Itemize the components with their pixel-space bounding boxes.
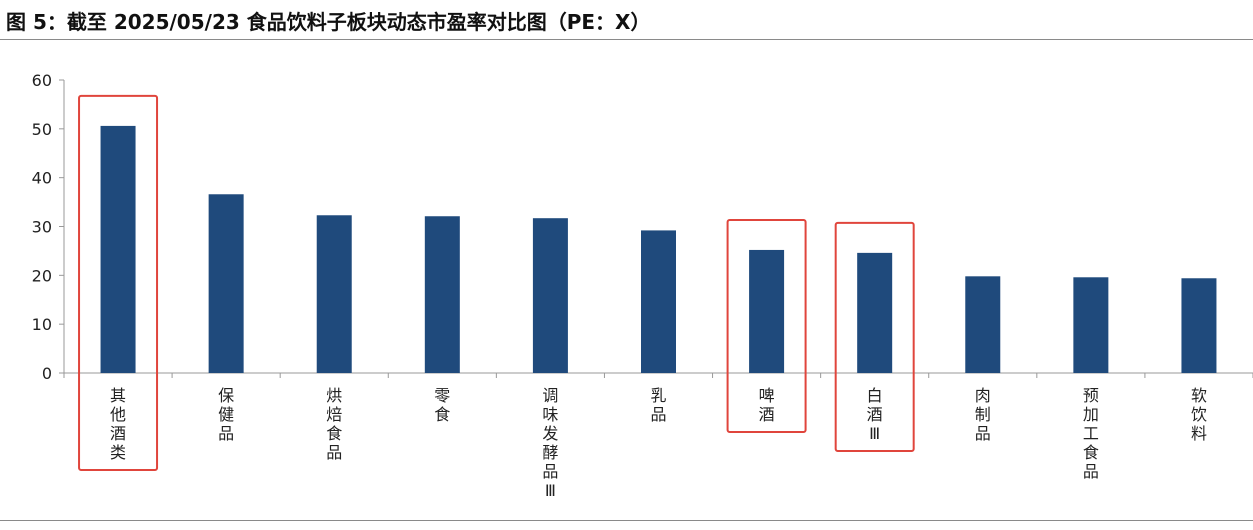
category-label: 烘焙食品 [326, 386, 342, 462]
bar [316, 215, 352, 373]
category-label: 软饮料 [1191, 386, 1207, 443]
bar [749, 249, 785, 373]
bar [1181, 278, 1217, 373]
y-tick-label: 40 [32, 169, 52, 188]
bar [532, 218, 568, 373]
bars [100, 125, 1217, 373]
bar [100, 125, 136, 373]
category-label: 预加工食品 [1083, 386, 1099, 481]
bottom-divider [0, 520, 1253, 521]
bar [1073, 277, 1109, 373]
highlight-box [78, 94, 159, 472]
y-axis: 0 10 20 30 40 50 60 [32, 71, 65, 383]
figure-title: 图 5：截至 2025/05/23 食品饮料子板块动态市盈率对比图（PE：X） [6, 10, 651, 34]
highlight-box [726, 218, 807, 433]
y-tick-label: 60 [32, 71, 52, 90]
y-tick-label: 0 [42, 364, 52, 383]
highlight-box [834, 221, 915, 452]
bar [641, 230, 676, 373]
bar [208, 194, 244, 373]
bar [424, 216, 460, 373]
category-label: 零食 [434, 386, 450, 424]
highlight-boxes [78, 94, 915, 472]
category-label: 调味发酵品 Ⅲ [542, 386, 558, 500]
title-divider [0, 39, 1253, 40]
y-tick-label: 20 [32, 266, 52, 285]
y-tick-label: 50 [32, 120, 52, 139]
y-tick-label: 30 [32, 218, 52, 237]
y-tick-label: 10 [32, 315, 52, 334]
category-label: 乳品 [650, 386, 666, 424]
x-axis [63, 372, 1253, 378]
category-label: 其他酒类 [110, 386, 126, 462]
bar [857, 252, 893, 373]
category-label: 啤酒 [759, 386, 775, 424]
category-label: 保健品 [218, 386, 234, 443]
bar [965, 276, 1001, 373]
category-labels: 其他酒类 保健品 烘焙食品 零食 调味发酵品 Ⅲ 乳品 啤酒 白酒 Ⅲ 肉制品 预加工食品 软饮料 [110, 386, 1207, 500]
category-label: 白酒 Ⅲ [867, 386, 883, 443]
category-label: 肉制品 [975, 386, 991, 443]
